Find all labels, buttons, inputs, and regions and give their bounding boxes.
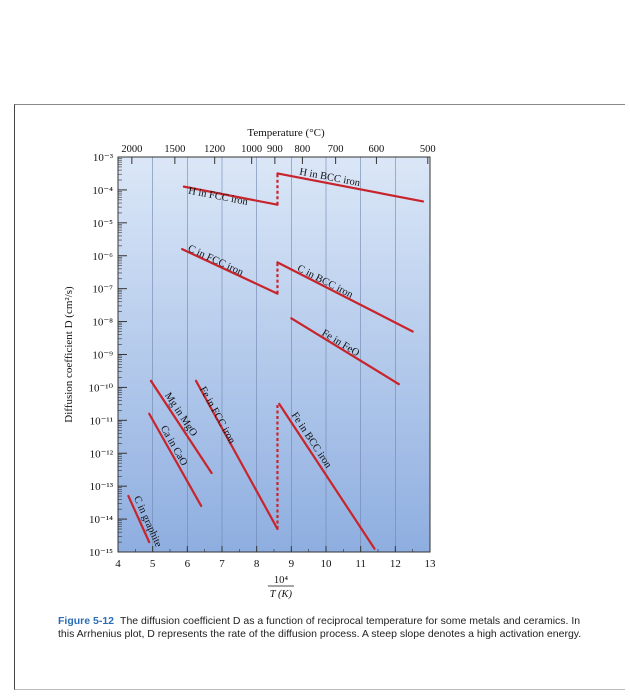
x-tick-label: 7 bbox=[219, 558, 225, 570]
series-line-c-in-bcc-iron bbox=[276, 261, 414, 333]
figure-caption: Figure 5-12 The diffusion coefficient D a… bbox=[58, 615, 598, 641]
x-tick-label: 11 bbox=[355, 558, 366, 570]
y-tick-label: 10⁻⁸ bbox=[92, 317, 113, 329]
caption-label: Figure 5-12 bbox=[58, 615, 115, 627]
y-tick-label: 10⁻⁵ bbox=[92, 218, 113, 230]
top-tick-label: 600 bbox=[369, 144, 385, 155]
y-tick-label: 10⁻⁷ bbox=[92, 284, 113, 296]
series-line-c-in-fcc-iron bbox=[181, 248, 279, 295]
y-tick-label: 10⁻¹⁵ bbox=[89, 547, 113, 559]
top-tick-label: 700 bbox=[328, 144, 344, 155]
series-line-fe-in-feo bbox=[290, 317, 400, 386]
figure-frame bbox=[14, 104, 625, 690]
y-axis-label: Diffusion coefficient D (cm²/s) bbox=[63, 286, 75, 423]
series-line-ca-in-cao bbox=[148, 412, 203, 508]
series-line-c-in-graphite bbox=[127, 494, 151, 544]
top-tick-label: 1500 bbox=[164, 144, 185, 155]
series-line-mg-in-mgo bbox=[149, 379, 213, 475]
top-axis-title: Temperature (°C) bbox=[247, 127, 325, 139]
x-tick-label: 6 bbox=[185, 558, 191, 570]
top-tick-label: 1200 bbox=[204, 144, 225, 155]
x-tick-label: 10 bbox=[321, 558, 333, 570]
series-line-fe-in-bcc-iron bbox=[278, 402, 376, 550]
top-tick-label: 500 bbox=[420, 144, 436, 155]
series-line-fe-in-fcc-iron bbox=[194, 379, 279, 531]
series-line-h-in-bcc-iron bbox=[276, 172, 425, 203]
y-tick-label: 10⁻¹² bbox=[90, 448, 114, 460]
x-label-denominator: T (K) bbox=[270, 589, 293, 600]
x-tick-label: 5 bbox=[150, 558, 156, 570]
y-tick-label: 10⁻³ bbox=[93, 152, 114, 164]
x-tick-label: 8 bbox=[254, 558, 260, 570]
y-tick-label: 10⁻¹⁴ bbox=[89, 514, 113, 526]
top-tick-label: 900 bbox=[267, 144, 283, 155]
y-tick-label: 10⁻¹¹ bbox=[90, 415, 113, 427]
y-tick-label: 10⁻¹³ bbox=[90, 481, 114, 493]
top-tick-label: 2000 bbox=[121, 144, 142, 155]
caption-text: The diffusion coefficient D as a functio… bbox=[58, 615, 582, 640]
y-tick-label: 10⁻⁶ bbox=[92, 251, 113, 263]
x-tick-label: 9 bbox=[289, 558, 295, 570]
y-tick-label: 10⁻⁴ bbox=[92, 185, 113, 197]
y-tick-label: 10⁻¹⁰ bbox=[88, 382, 113, 394]
x-tick-label: 13 bbox=[425, 558, 437, 570]
x-tick-label: 12 bbox=[390, 558, 401, 570]
x-tick-label: 4 bbox=[115, 558, 121, 570]
series-line-h-in-fcc-iron bbox=[182, 185, 279, 206]
x-label-numerator: 10⁴ bbox=[274, 575, 289, 586]
top-tick-label: 1000 bbox=[241, 144, 262, 155]
y-tick-label: 10⁻⁹ bbox=[92, 350, 113, 362]
plot-area bbox=[118, 157, 430, 552]
top-tick-label: 800 bbox=[295, 144, 311, 155]
